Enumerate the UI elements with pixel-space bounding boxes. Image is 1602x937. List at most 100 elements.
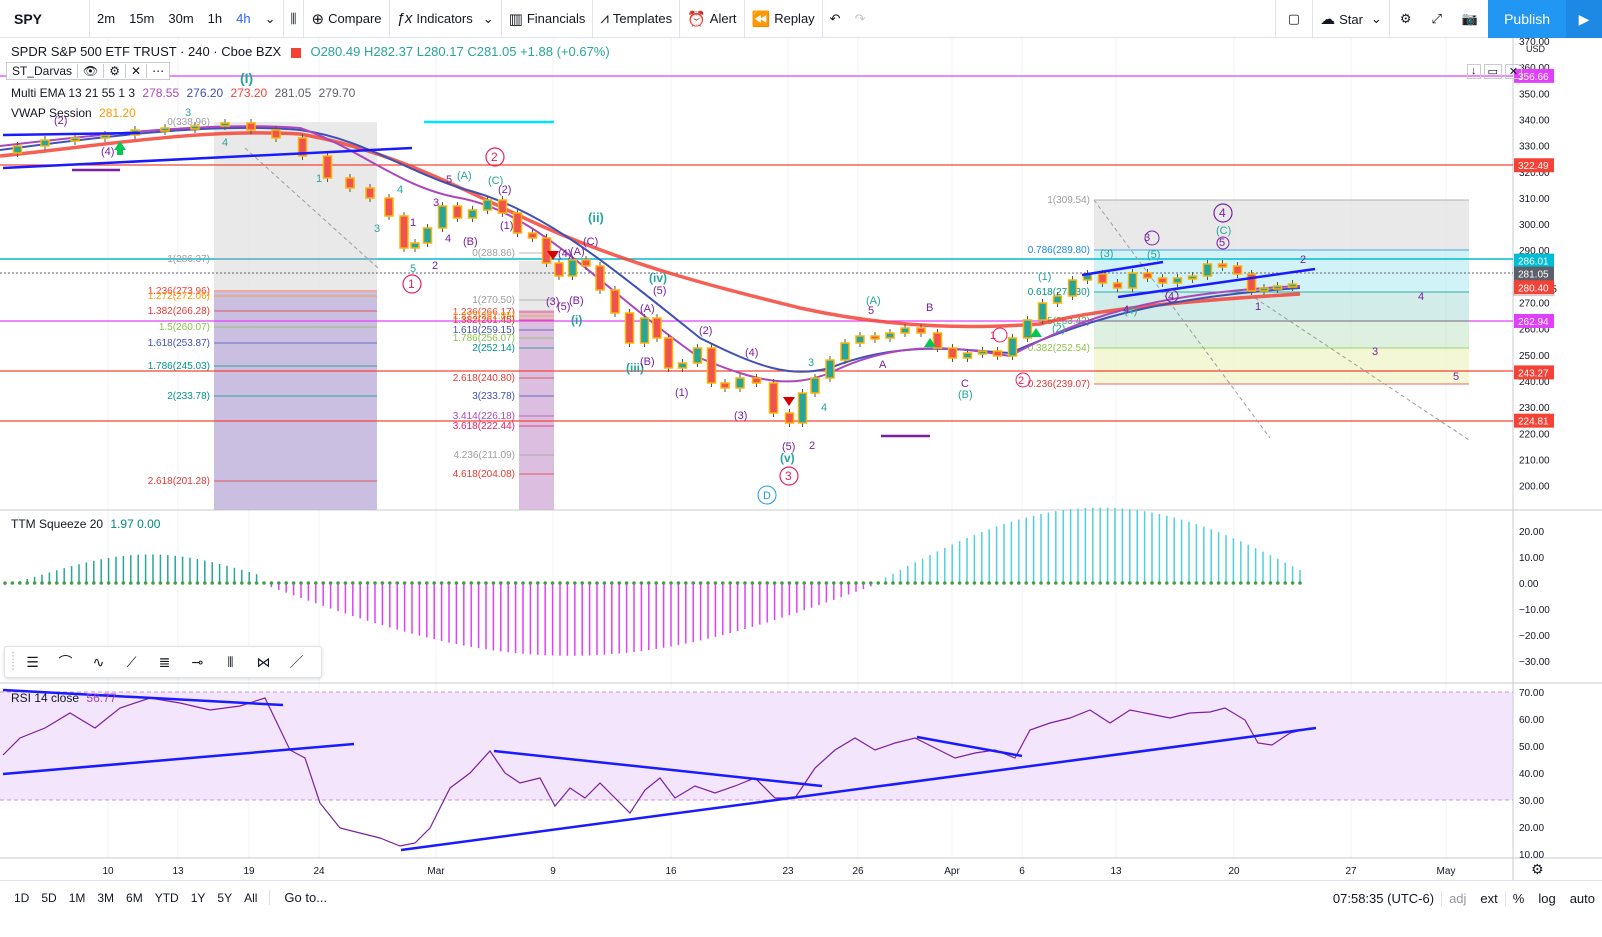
redo-icon[interactable]: ↷ — [854, 10, 866, 26]
ttm-squeeze-dot — [624, 581, 629, 585]
price-candles[interactable] — [12, 119, 1298, 427]
ema-55-line[interactable] — [0, 131, 1301, 329]
compare-button[interactable]: ⊕ Compare — [304, 0, 388, 38]
goto-button[interactable]: Go to... — [269, 890, 333, 905]
interval-4h[interactable]: 4h — [236, 11, 251, 26]
ttm-squeeze-dot — [143, 581, 148, 585]
parallel-channel-icon[interactable]: ⫴ — [227, 653, 234, 670]
fib-trend-right-a[interactable] — [1093, 199, 1271, 439]
log-toggle[interactable]: log — [1538, 890, 1556, 906]
ext-toggle[interactable]: ext — [1480, 890, 1498, 906]
candle-body — [992, 350, 1003, 357]
range-5y[interactable]: 5Y — [217, 890, 233, 905]
candle-body — [870, 335, 880, 340]
time-tick-label: May — [1437, 866, 1456, 877]
undo-icon[interactable]: ↶ — [829, 10, 841, 26]
publish-button[interactable]: Publish — [1488, 0, 1566, 38]
trendline[interactable] — [2, 131, 141, 137]
auto-toggle[interactable]: auto — [1569, 890, 1595, 906]
fib-trend-right-b[interactable] — [1254, 297, 1470, 441]
range-6m[interactable]: 6M — [126, 890, 143, 905]
chart-canvas[interactable]: 0(338.96) 1(286.37) 1.236(273.96)1.272(272… — [0, 38, 1602, 880]
time-axis[interactable]: 10 13 19 24 Mar 9 16 23 26 Apr 6 13 20 27 May — [102, 866, 1455, 877]
expand-icon[interactable]: ⤢ — [1431, 11, 1442, 26]
close-icon[interactable]: ✕ — [125, 64, 146, 78]
range-all[interactable]: All — [244, 890, 258, 905]
ttm-histogram[interactable] — [3, 507, 1302, 656]
chart-type-candles-icon[interactable]: ⫼ — [290, 10, 297, 26]
fullscreen-layout-icon[interactable]: ▢ — [1287, 11, 1301, 26]
interval-30m[interactable]: 30m — [168, 11, 194, 26]
trendline[interactable] — [2, 146, 413, 170]
horizontal-ray-icon[interactable]: ⊸ — [191, 653, 204, 670]
gear-icon[interactable]: ⚙ — [1531, 861, 1544, 877]
range-1d[interactable]: 1D — [14, 890, 30, 905]
maximize-icon[interactable]: ▭ — [1483, 64, 1502, 79]
ttm-squeeze-dot — [1209, 581, 1213, 585]
line-tool-icon[interactable]: ／ — [289, 654, 304, 670]
rsi-trendline[interactable] — [2, 742, 355, 776]
ttm-squeeze-dot — [573, 581, 577, 585]
candle-body — [1259, 287, 1269, 292]
ttm-squeeze-dot — [499, 581, 503, 585]
interval-2m[interactable]: 2m — [97, 11, 116, 26]
trendline[interactable] — [1081, 260, 1164, 277]
svg-text:A: A — [879, 359, 887, 371]
replay-button[interactable]: ⏪ Replay — [745, 0, 822, 38]
fib-tool-icon[interactable]: ≣ — [158, 653, 171, 670]
ema-legend[interactable]: Multi EMA 13 21 55 1 3 278.55 276.20 273… — [11, 86, 355, 100]
drag-handle-icon[interactable]: ⋮ ⋮ — [8, 651, 18, 672]
time-tick-label: 27 — [1345, 866, 1357, 877]
range-5d[interactable]: 5D — [41, 890, 57, 905]
range-3m[interactable]: 3M — [97, 890, 115, 905]
more-icon[interactable]: ⋯ — [146, 64, 169, 78]
rsi-trendline[interactable] — [400, 726, 1317, 852]
elliott-wave-icon[interactable]: ∿ — [92, 653, 105, 670]
percent-toggle[interactable]: % — [1504, 890, 1532, 906]
clock-time[interactable]: 07:58:35 (UTC-6) — [1332, 890, 1435, 906]
rsi-trendline[interactable] — [916, 735, 1023, 758]
ttm-squeeze-dot — [69, 581, 74, 585]
rewind-icon: ⏪ — [751, 10, 771, 28]
ttm-squeeze-dot — [1239, 581, 1243, 585]
candle-body — [345, 177, 355, 189]
ttm-legend[interactable]: TTM Squeeze 20 1.97 0.00 — [11, 517, 160, 531]
gear-icon[interactable]: ⚙ — [1399, 11, 1412, 26]
camera-icon[interactable]: 📷 — [1461, 11, 1479, 26]
xabcd-pattern-icon[interactable]: ⋈ — [256, 653, 271, 670]
ttm-squeeze-dot — [306, 581, 311, 585]
price-axis[interactable]: 370.00 360.00 350.00 340.00 330.00 320.00 310.… — [1513, 38, 1557, 493]
interval-1h[interactable]: 1h — [207, 11, 223, 26]
range-1m[interactable]: 1M — [68, 890, 86, 905]
rsi-trendline[interactable] — [493, 749, 823, 788]
ema-21-line[interactable] — [0, 126, 1301, 373]
symbol-search[interactable]: SPY — [0, 0, 90, 38]
alert-button[interactable]: ⏰ Alert — [680, 0, 743, 38]
gear-icon[interactable]: ⚙ — [103, 64, 125, 78]
adj-toggle[interactable]: adj — [1441, 890, 1473, 906]
trend-line-icon[interactable]: ⟋ — [126, 653, 137, 670]
fib-trend-left[interactable] — [244, 147, 379, 269]
templates-button[interactable]: ⩘ Templates — [593, 0, 679, 38]
rsi-trendline[interactable] — [2, 688, 284, 707]
fib-level-label: 0(338.96) — [167, 117, 210, 128]
interval-dropdown-icon[interactable]: ⌄ — [264, 10, 276, 26]
rsi-legend[interactable]: RSI 14 close 56.77 — [11, 691, 116, 705]
interval-15m[interactable]: 15m — [129, 11, 155, 26]
range-ytd[interactable]: YTD — [154, 890, 179, 905]
play-icon[interactable]: ▶ — [1566, 0, 1602, 38]
arrow-down-icon[interactable]: ↓ — [1467, 64, 1481, 79]
vwap-legend[interactable]: VWAP Session 281.20 — [11, 106, 136, 120]
eye-icon[interactable]: 👁 — [77, 64, 103, 78]
trendline[interactable] — [1117, 267, 1316, 299]
fib-level-label: 1.272(261.85) — [453, 311, 515, 322]
star-button[interactable]: ☁ Star ⌄ — [1313, 0, 1389, 38]
close-icon[interactable]: ✕ — [1504, 64, 1523, 79]
indicators-button[interactable]: ƒx Indicators ⌄ — [390, 0, 501, 38]
darvas-legend[interactable]: ST_Darvas 👁 ⚙ ✕ ⋯ — [6, 62, 171, 80]
rsi-line[interactable] — [2, 697, 1311, 847]
menu-lines-icon[interactable]: ☰ — [26, 653, 39, 670]
financials-button[interactable]: ▥ Financials — [502, 0, 593, 38]
range-1y[interactable]: 1Y — [190, 890, 206, 905]
abc-pattern-icon[interactable]: ⌒ — [58, 654, 73, 670]
